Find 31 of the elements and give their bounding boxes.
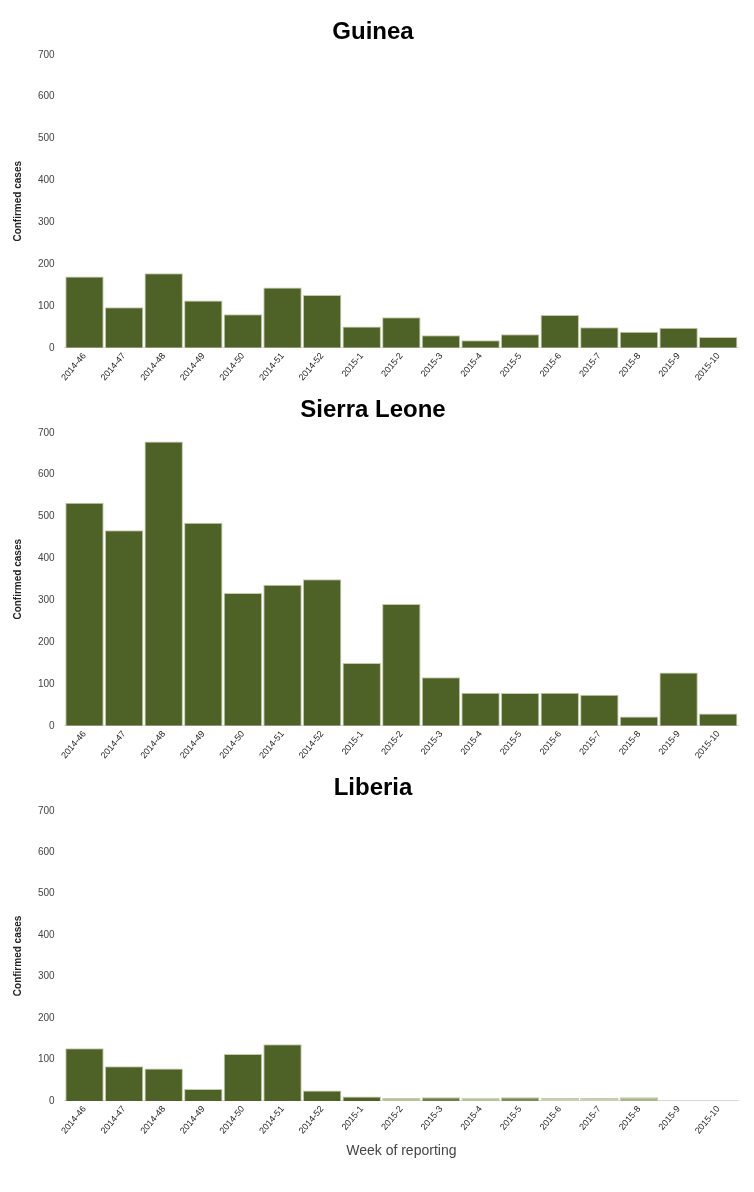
y-tick-label: 100: [38, 1053, 56, 1065]
chart-title: Sierra Leone: [300, 395, 446, 423]
y-tick-label: 600: [38, 846, 56, 857]
y-tick-label: 500: [38, 510, 56, 522]
y-tick-label: 100: [38, 677, 56, 689]
y-tick-label: 600: [38, 90, 56, 102]
y-axis-title: Confirmed cases: [11, 915, 23, 997]
y-tick-label: 100: [38, 299, 56, 311]
y-tick-label: 400: [38, 174, 56, 186]
chart-title: Liberia: [333, 773, 413, 801]
y-axis-title: Confirmed cases: [11, 160, 23, 242]
y-tick-label: 200: [38, 257, 56, 269]
y-tick-label: 0: [49, 341, 56, 353]
chart-title: Guinea: [332, 17, 415, 45]
y-tick-label: 300: [38, 970, 56, 982]
y-tick-label: 700: [38, 804, 56, 816]
y-tick-label: 400: [38, 552, 56, 564]
y-tick-label: 500: [38, 887, 56, 899]
y-tick-label: 200: [38, 635, 56, 647]
y-axis-title: Confirmed cases: [11, 538, 23, 620]
y-tick-label: 0: [49, 1094, 56, 1106]
y-tick-label: 300: [38, 593, 56, 605]
y-tick-label: 700: [38, 48, 56, 60]
y-tick-label: 500: [38, 132, 56, 144]
y-tick-label: 600: [38, 468, 56, 480]
y-tick-label: 300: [38, 215, 56, 227]
y-tick-label: 400: [38, 928, 56, 940]
y-tick-label: 700: [38, 426, 56, 438]
y-tick-label: 200: [38, 1011, 56, 1023]
x-axis-title: Week of reporting: [346, 1142, 457, 1159]
y-tick-label: 0: [49, 719, 56, 731]
